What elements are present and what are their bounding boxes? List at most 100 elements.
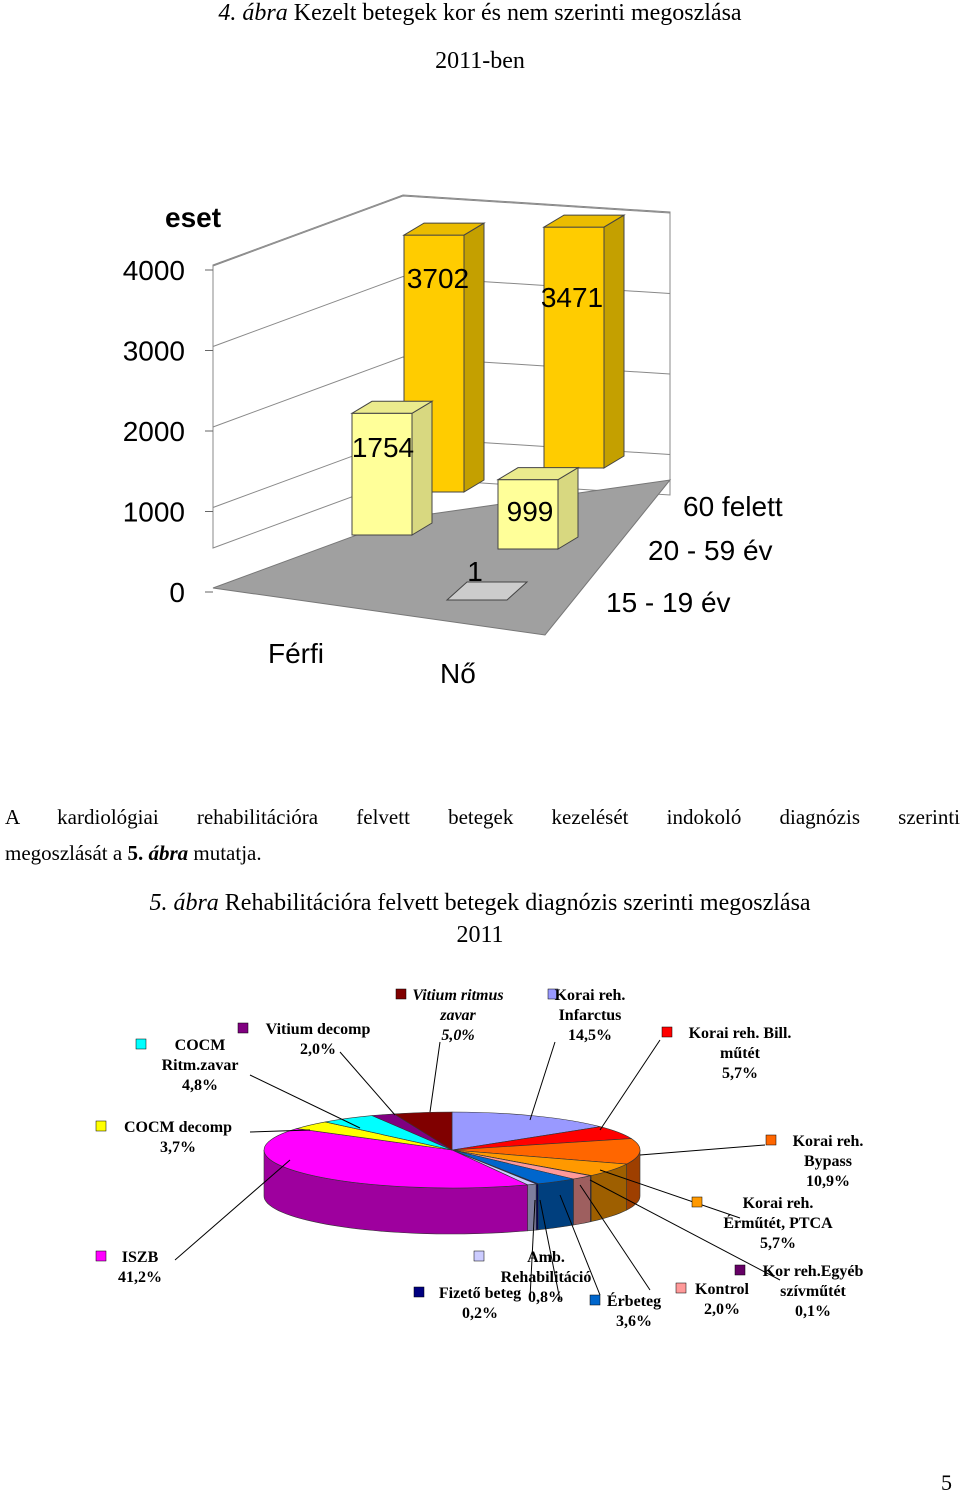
pie-label-korai-reh-bill-m-t-t: Korai reh. Bill. műtét 5,7% — [689, 1025, 792, 1082]
legend-swatch-korai-reh-bill-m-t-t — [661, 1026, 673, 1038]
legend-swatch-korai-reh-rm-t-t-ptca — [691, 1196, 703, 1208]
pie-label-line: 3,7% — [160, 1139, 196, 1156]
pie-label-line: Fizető beteg — [439, 1285, 521, 1302]
bar-side — [557, 466, 579, 550]
figure4-caption-text: Kezelt betegek kor és nem szerinti megos… — [287, 0, 742, 26]
pie-label-line: Ritm.zavar — [162, 1057, 239, 1074]
y-ticks: 4000 3000 2000 1000 0 — [123, 255, 213, 608]
pie-label-fizet-beteg: Fizető beteg 0,2% — [439, 1285, 521, 1322]
para-text-b: 5. — [127, 841, 149, 865]
bars — [350, 214, 626, 601]
bar-labels: 3702 3471 1754 999 1 — [352, 263, 603, 587]
leader-line-vitium-ritmus-zavar — [429, 1041, 441, 1113]
x-category-ferfi: Férfi — [268, 638, 324, 669]
bar-value-label: 999 — [507, 496, 554, 527]
bar-Nő-15-19év — [445, 581, 529, 601]
pie-label-line: 5,0% — [441, 1027, 474, 1044]
pie-label-line: 41,2% — [118, 1269, 162, 1286]
leader-line-kor-reh-egy-b-sz-vm-t-t — [589, 1179, 781, 1281]
leader-line-amb-rehabilit-ci- — [539, 1199, 561, 1301]
y-tick-label: 3000 — [123, 336, 185, 367]
pie-label-vitium-ritmus-zavar: Vitium ritmus zavar 5,0% — [412, 987, 503, 1044]
pie-label-line: Vitium decomp — [266, 1021, 371, 1038]
pie-label-line: Korai reh. — [555, 987, 626, 1004]
bar-top — [542, 214, 626, 228]
pie-label-line: 0,8% — [528, 1289, 564, 1306]
pie-label-line: Korai reh. — [793, 1133, 864, 1150]
pie-label-iszb: ISZB 41,2% — [118, 1249, 162, 1286]
leader-line-kontrol — [579, 1184, 651, 1291]
body-paragraph-line2: megoszlását a 5. ábra mutatja. — [5, 836, 960, 870]
legend-swatch-vitium-decomp — [237, 1022, 249, 1034]
pie-slice-iszb — [263, 1128, 529, 1189]
bar-front — [351, 412, 413, 536]
pie-label-line: 2,0% — [704, 1301, 740, 1318]
bar-value-label: 1754 — [352, 432, 414, 463]
figure5-caption-text: Rehabilitációra felvett betegek diagnózi… — [218, 890, 811, 916]
leader-line-vitium-decomp — [339, 1051, 396, 1116]
bar-side — [411, 400, 433, 536]
leader-line-fizet-beteg — [529, 1199, 536, 1299]
figure5-caption-prefix: 5. ábra — [149, 890, 219, 916]
pie-label-line: ISZB — [122, 1249, 159, 1266]
pie-label-vitium-decomp: Vitium decomp 2,0% — [266, 1021, 371, 1058]
y-tick-label: 0 — [169, 577, 185, 608]
pie-sides — [263, 1149, 641, 1235]
pie-label-line: zavar — [439, 1007, 476, 1024]
bar-face — [445, 581, 529, 601]
legend-swatch--rbeteg — [589, 1294, 601, 1306]
body-paragraph-line1: A kardiológiai rehabilitációra felvett b… — [5, 805, 960, 829]
y-tick-label: 4000 — [123, 255, 185, 286]
pie-label-cocm-decomp: COCM decomp 3,7% — [124, 1119, 232, 1156]
bar-Nő-20-59év — [496, 466, 580, 550]
page-number: 5 — [941, 1470, 952, 1495]
legend-swatch-korai-reh-bypass — [765, 1134, 777, 1146]
legend-swatch-fizet-beteg — [413, 1286, 425, 1298]
bar-Férfi-20-59év — [350, 400, 434, 536]
figure4-caption-prefix: 4. ábra — [218, 0, 288, 26]
leader-line-korai-reh-infarctus — [529, 1041, 556, 1121]
pie-side-kontrol — [573, 1175, 591, 1226]
depth-category-60-felett: 60 felett — [683, 491, 783, 522]
bar-value-label: 3702 — [407, 263, 469, 294]
figure5-caption: 5. ábra Rehabilitációra felvett betegek … — [0, 890, 960, 917]
legend-swatch-korai-reh-infarctus — [547, 988, 559, 1000]
para-text-d: mutatja. — [188, 841, 262, 865]
legend-swatch-cocm-ritm-zavar — [135, 1038, 147, 1050]
pie-label-line: 10,9% — [806, 1173, 850, 1190]
pie-label-line: 14,5% — [568, 1027, 612, 1044]
pie-slice-korai-reh-infarctus — [451, 1111, 601, 1151]
depth-category-15-19: 15 - 19 év — [606, 587, 731, 618]
legend-swatch-vitium-ritmus-zavar — [395, 988, 407, 1000]
pie-label-amb-rehabilit-ci-: Amb. Rehabilitáció 0,8% — [501, 1249, 592, 1306]
gridline — [212, 195, 671, 267]
depth-category-20-59: 20 - 59 év — [648, 535, 773, 566]
leader-line-iszb — [174, 1159, 291, 1261]
bar-top — [402, 222, 486, 236]
legend-swatch-iszb — [95, 1250, 107, 1262]
pie-leaders — [174, 1039, 781, 1301]
pie-side--rbeteg — [537, 1178, 574, 1231]
y-tick-label: 2000 — [123, 416, 185, 447]
pie-side-fizet-beteg — [535, 1183, 539, 1231]
pie-label-line: Infarctus — [559, 1007, 622, 1024]
pie-label-korai-reh-bypass: Korai reh. Bypass 10,9% — [793, 1133, 864, 1190]
bar-front — [497, 479, 559, 550]
pie-label-line: Korai reh. Bill. — [689, 1025, 792, 1042]
pie-label-korai-reh-infarctus: Korai reh. Infarctus 14,5% — [555, 987, 626, 1044]
pie-label-line: műtét — [720, 1045, 761, 1062]
legend-swatch-kor-reh-egy-b-sz-vm-t-t — [734, 1264, 746, 1276]
pie-label-line: Érműtét, PTCA — [723, 1213, 833, 1232]
pie-label-line: Rehabilitáció — [501, 1269, 592, 1286]
legend-swatch-kontrol — [675, 1282, 687, 1294]
pie-label-line: 2,0% — [300, 1041, 336, 1058]
pie-label-kontrol: Kontrol 2,0% — [695, 1281, 749, 1318]
pie-label-line: szívműtét — [780, 1283, 846, 1300]
leader-line-korai-reh-bypass — [639, 1144, 766, 1156]
pie-top — [263, 1111, 641, 1189]
bar-top — [496, 467, 580, 481]
bar-value-label: 1 — [467, 556, 483, 587]
bar-top — [350, 400, 434, 414]
figure4-caption-line2: 2011-ben — [435, 48, 525, 74]
